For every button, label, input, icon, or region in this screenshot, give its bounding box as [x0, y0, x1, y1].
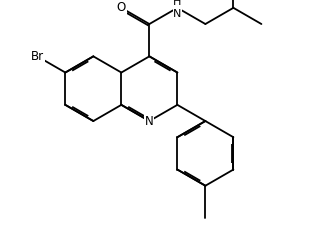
Text: O: O	[117, 1, 126, 14]
Text: H
N: H N	[173, 0, 181, 19]
Text: N: N	[145, 115, 154, 127]
Text: Br: Br	[31, 50, 44, 63]
